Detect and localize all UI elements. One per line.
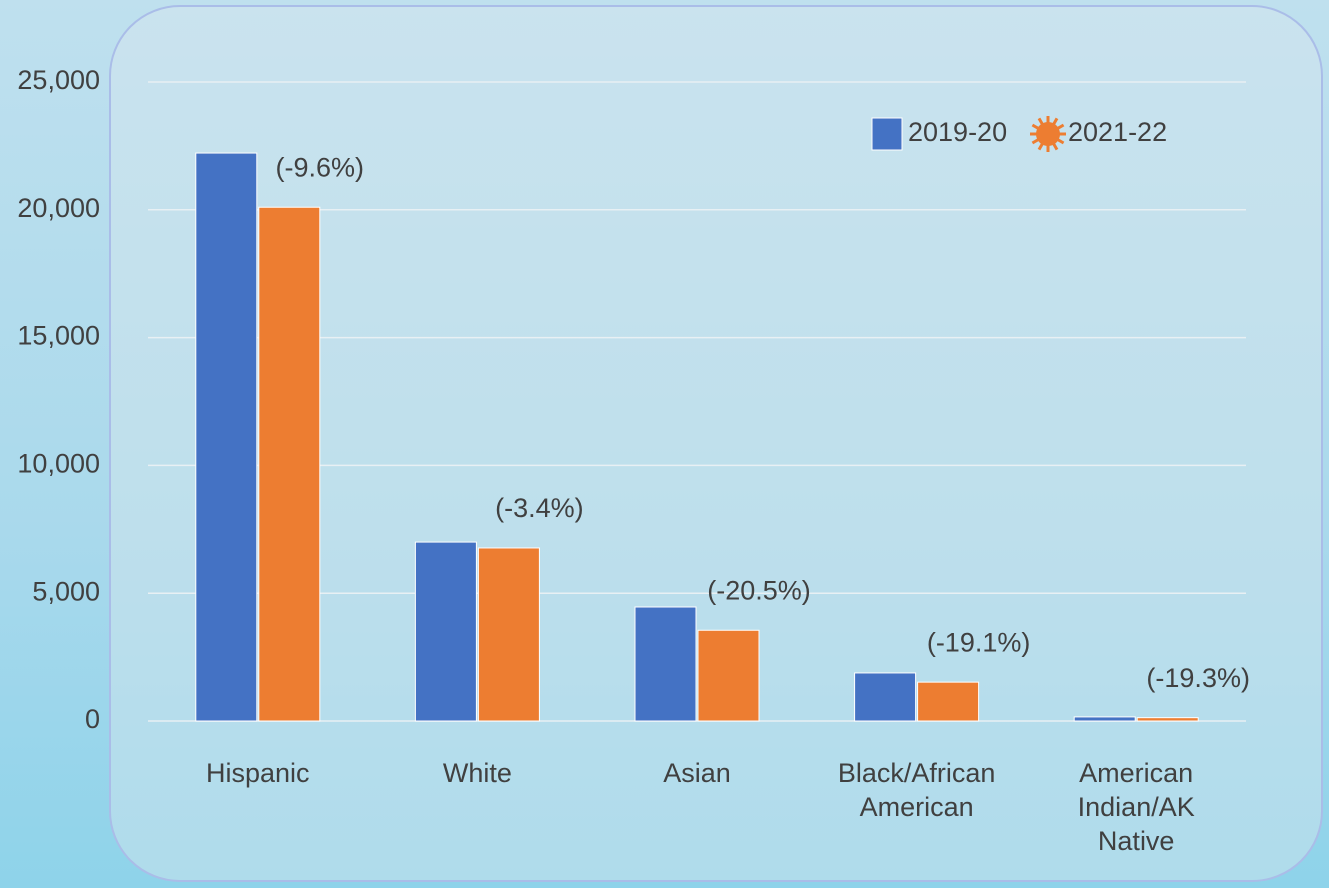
bar	[634, 606, 697, 722]
y-tick-label: 0	[85, 704, 100, 734]
x-tick-label: American Indian/AK Native	[1077, 758, 1195, 856]
annotation: (-20.5%)	[707, 575, 811, 605]
bar	[917, 681, 980, 722]
y-tick-label: 15,000	[17, 321, 100, 351]
y-tick-label: 25,000	[17, 65, 100, 95]
bar	[1073, 716, 1136, 722]
x-tick-label: Black/African American	[837, 758, 996, 822]
annotation: (-3.4%)	[495, 493, 584, 523]
x-tick-label: Hispanic	[206, 758, 310, 788]
y-tick-label: 5,000	[32, 576, 100, 606]
bar	[477, 547, 540, 722]
plot-frame	[109, 5, 1323, 882]
y-tick-label: 20,000	[17, 193, 100, 223]
x-tick-label: White	[442, 758, 512, 788]
legend-label: 2019-20	[908, 117, 1007, 147]
bar	[854, 672, 917, 722]
bar	[1136, 717, 1199, 722]
x-tick-label: Asian	[663, 758, 731, 788]
legend-swatch	[871, 117, 903, 151]
annotation: (-19.3%)	[1146, 663, 1250, 693]
bar	[258, 206, 321, 722]
annotation: (-9.6%)	[276, 152, 365, 182]
bar	[697, 629, 760, 722]
legend-swatch	[1030, 116, 1066, 152]
legend-label: 2021-22	[1068, 117, 1167, 147]
bar	[195, 152, 258, 722]
annotation: (-19.1%)	[927, 627, 1031, 657]
bar	[414, 541, 477, 722]
y-tick-label: 10,000	[17, 449, 100, 479]
